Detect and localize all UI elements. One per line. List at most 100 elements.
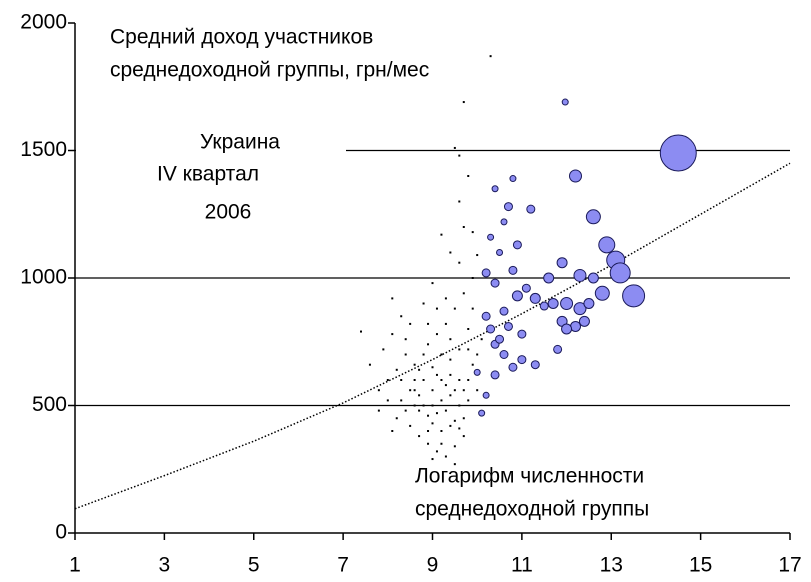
bubble: [659, 134, 697, 172]
scatter-point: [449, 394, 452, 397]
bubble: [573, 302, 587, 316]
scatter-point: [409, 424, 412, 427]
bubble: [481, 311, 491, 321]
bubble: [511, 290, 523, 302]
scatter-point: [449, 251, 452, 254]
scatter-point: [471, 307, 474, 310]
bubble: [482, 391, 490, 399]
scatter-point: [435, 307, 438, 310]
scatter-point: [431, 458, 434, 461]
scatter-point: [368, 363, 371, 366]
x-tick-label: 11: [511, 554, 533, 577]
bubble: [500, 218, 508, 226]
y-tick-label: 2000: [20, 11, 67, 34]
x-axis-label: Логарифм численности: [415, 465, 644, 488]
scatter-point: [395, 417, 398, 420]
bubble: [495, 334, 505, 344]
scatter-point: [391, 333, 394, 336]
bubble: [490, 278, 500, 288]
x-axis-label: среднедоходной группы: [415, 498, 649, 521]
bubble: [530, 360, 540, 370]
y-tick-label: 1500: [20, 138, 67, 161]
x-tick-label: 7: [337, 554, 349, 577]
scatter-point: [444, 322, 447, 325]
scatter-point: [395, 368, 398, 371]
scatter-point: [444, 297, 447, 300]
scatter-point: [453, 389, 456, 392]
annotation: 2006: [205, 201, 252, 224]
bubble: [587, 272, 599, 284]
x-tick-label: 9: [427, 554, 439, 577]
bubble: [553, 344, 563, 354]
scatter-point: [476, 254, 479, 257]
scatter-point: [427, 414, 430, 417]
scatter-point: [449, 338, 452, 341]
annotation-background: [76, 127, 346, 227]
bubble: [583, 298, 595, 309]
scatter-point: [444, 455, 447, 458]
bubble: [578, 315, 590, 327]
bubble: [503, 202, 513, 212]
scatter-point: [440, 442, 443, 445]
bubble: [556, 257, 568, 269]
bubble: [517, 355, 527, 365]
scatter-point: [409, 389, 412, 392]
scatter-point: [453, 463, 456, 466]
scatter-point: [386, 399, 389, 402]
scatter-point: [453, 445, 456, 448]
bubble: [598, 236, 616, 254]
scatter-point: [418, 394, 421, 397]
bubble: [496, 249, 504, 256]
scatter-point: [462, 292, 465, 295]
scatter-point: [471, 231, 474, 234]
scatter-point: [422, 353, 425, 356]
scatter-point: [476, 389, 479, 392]
scatter-point: [391, 297, 394, 300]
scatter-point: [453, 307, 456, 310]
scatter-point: [422, 302, 425, 305]
bubble: [543, 272, 555, 284]
scatter-point: [427, 322, 430, 325]
scatter-point: [444, 384, 447, 387]
bubble: [517, 329, 527, 339]
scatter-point: [458, 404, 461, 407]
scatter-point: [462, 226, 465, 228]
scatter-point: [462, 417, 465, 420]
x-tick-label: 15: [689, 554, 712, 577]
bubble: [473, 368, 481, 376]
scatter-point: [413, 363, 416, 366]
scatter-point: [453, 419, 456, 422]
annotation: Украина: [200, 131, 280, 154]
y-tick-label: 500: [32, 393, 67, 416]
scatter-point: [413, 379, 416, 381]
bubble: [570, 320, 581, 332]
scatter-point: [489, 55, 492, 58]
scatter-point: [435, 333, 438, 336]
scatter-point: [377, 409, 380, 412]
scatter-point: [377, 389, 380, 392]
scatter-point: [449, 373, 452, 376]
annotation: IV квартал: [157, 163, 259, 186]
scatter-point: [435, 412, 438, 415]
bubble: [478, 409, 486, 417]
scatter-point: [467, 379, 470, 381]
scatter-point: [462, 435, 465, 438]
bubble: [547, 298, 559, 309]
scatter-point: [360, 330, 362, 333]
scatter-point: [467, 348, 470, 351]
scatter-point: [431, 389, 434, 392]
scatter-point: [440, 233, 443, 236]
scatter-point: [427, 430, 430, 432]
scatter-point: [400, 379, 403, 381]
scatter-point: [435, 373, 438, 376]
scatter-point: [458, 200, 461, 203]
bubble: [609, 262, 631, 284]
bubble: [526, 204, 536, 214]
bubble: [560, 297, 574, 310]
scatter-point: [440, 430, 443, 432]
bubble: [573, 268, 587, 282]
bubble: [585, 209, 601, 225]
scatter-point: [413, 389, 416, 392]
bubble: [499, 306, 509, 316]
scatter-point: [453, 146, 456, 149]
